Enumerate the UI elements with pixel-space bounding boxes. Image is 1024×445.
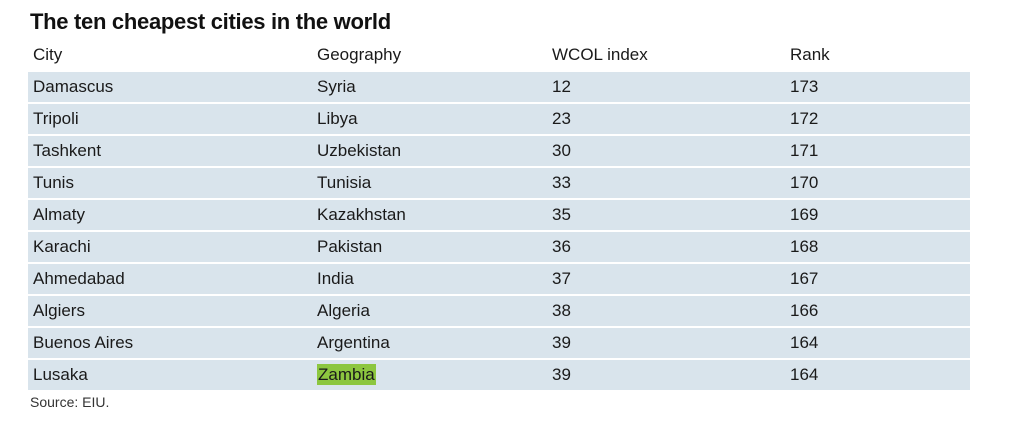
- cell-city: Algiers: [33, 301, 85, 320]
- cell-rank: 170: [790, 173, 819, 192]
- table-row: Algiers Algeria 38 166: [28, 296, 970, 326]
- cell-city: Tunis: [33, 173, 74, 192]
- table-row: Damascus Syria 12 173: [28, 72, 970, 102]
- table-row: Tashkent Uzbekistan 30 171: [28, 136, 970, 166]
- cell-wcol-index: 39: [552, 365, 571, 384]
- cell-geography: Zambia: [317, 360, 376, 390]
- cell-rank: 167: [790, 269, 819, 288]
- cell-wcol-index: 12: [552, 77, 571, 96]
- cell-city: Ahmedabad: [33, 269, 125, 288]
- cell-geography-highlight: Zambia: [317, 364, 376, 385]
- cell-wcol-index: 33: [552, 173, 571, 192]
- cell-rank: 164: [790, 365, 819, 384]
- cell-geography: Algeria: [317, 301, 370, 320]
- cell-geography: Syria: [317, 77, 356, 96]
- table-body: Damascus Syria 12 173 Tripoli Libya 23 172 Tashk…: [28, 72, 970, 390]
- table-row: Buenos Aires Argentina 39 164: [28, 328, 970, 358]
- cell-geography: Argentina: [317, 333, 390, 352]
- table-header-row: City Geography WCOL index Rank: [28, 40, 970, 70]
- cell-wcol-index: 37: [552, 269, 571, 288]
- cell-wcol-index: 23: [552, 109, 571, 128]
- cell-geography: India: [317, 269, 354, 288]
- source-note: Source: EIU.: [30, 394, 110, 410]
- cell-rank: 166: [790, 301, 819, 320]
- column-header-rank: Rank: [790, 45, 830, 64]
- cell-city: Almaty: [33, 205, 85, 224]
- cities-table: City Geography WCOL index Rank Damascus S…: [28, 40, 970, 392]
- column-header-geography: Geography: [317, 45, 402, 64]
- cell-rank: 169: [790, 205, 819, 224]
- cell-rank: 173: [790, 77, 819, 96]
- cell-geography: Uzbekistan: [317, 141, 402, 160]
- cell-geography: Tunisia: [317, 173, 372, 192]
- table-row: Almaty Kazakhstan 35 169: [28, 200, 970, 230]
- column-header-wcol-index: WCOL index: [552, 45, 648, 64]
- cell-city: Tripoli: [33, 109, 79, 128]
- table-row: Lusaka Zambia 39 164: [28, 360, 970, 390]
- cell-city: Karachi: [33, 237, 91, 256]
- cell-city: Lusaka: [33, 365, 88, 384]
- cell-geography: Pakistan: [317, 237, 383, 256]
- cell-rank: 171: [790, 141, 819, 160]
- cell-wcol-index: 30: [552, 141, 571, 160]
- cell-wcol-index: 38: [552, 301, 571, 320]
- cell-rank: 168: [790, 237, 819, 256]
- cell-wcol-index: 39: [552, 333, 571, 352]
- cell-city: Buenos Aires: [33, 333, 134, 352]
- cell-rank: 164: [790, 333, 819, 352]
- cell-geography: Kazakhstan: [317, 205, 406, 224]
- cell-city: Damascus: [33, 77, 114, 96]
- table-row: Ahmedabad India 37 167: [28, 264, 970, 294]
- table-row: Karachi Pakistan 36 168: [28, 232, 970, 262]
- cell-rank: 172: [790, 109, 819, 128]
- cell-wcol-index: 35: [552, 205, 571, 224]
- column-header-city: City: [33, 45, 63, 64]
- table-row: Tunis Tunisia 33 170: [28, 168, 970, 198]
- table-title: The ten cheapest cities in the world: [30, 9, 391, 34]
- table-row: Tripoli Libya 23 172: [28, 104, 970, 134]
- cell-geography: Libya: [317, 109, 358, 128]
- cell-wcol-index: 36: [552, 237, 571, 256]
- cell-city: Tashkent: [33, 141, 102, 160]
